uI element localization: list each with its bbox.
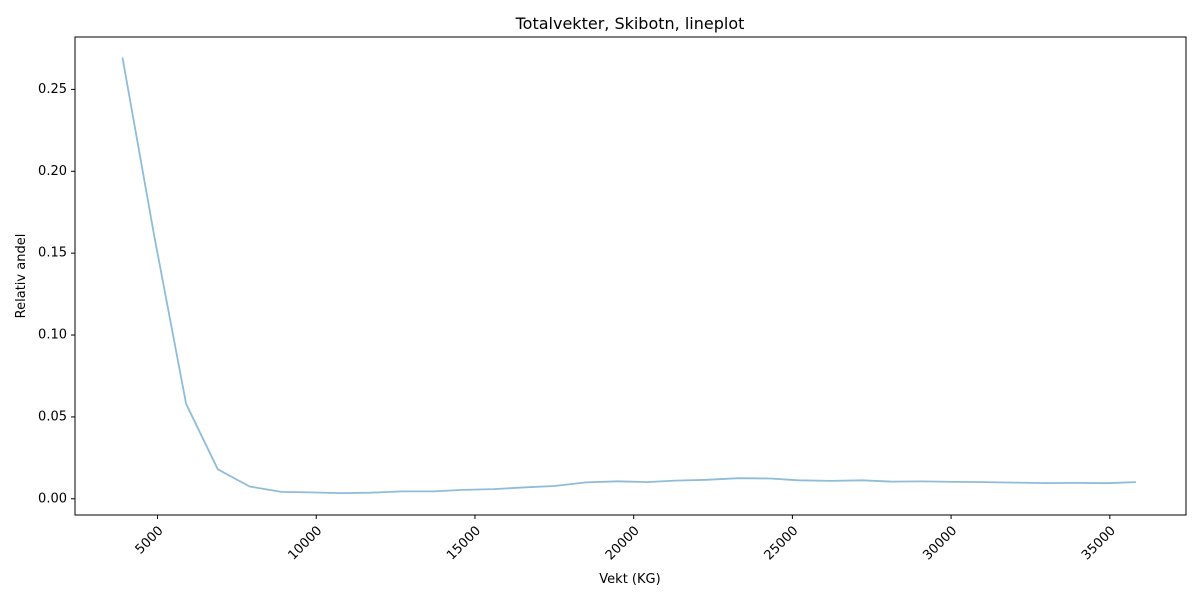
- y-axis: 0.00 0.05 0.10 0.15 0.20 0.25: [38, 82, 75, 506]
- y-axis-label: Relativ andel: [14, 234, 29, 319]
- plot-area: [121, 57, 1137, 495]
- y-tick-label: 0.10: [38, 328, 67, 343]
- chart-title: Totalvekter, Skibotn, lineplot: [515, 14, 745, 33]
- y-tick-label: 0.05: [38, 409, 67, 424]
- x-tick-label: 30000: [920, 523, 960, 563]
- series-line-0: [121, 57, 1137, 495]
- x-tick-label: 10000: [285, 523, 325, 563]
- plot-frame: [74, 36, 1187, 516]
- x-tick-label: 35000: [1079, 523, 1119, 563]
- y-tick-label: 0.00: [38, 491, 67, 506]
- x-tick-label: 25000: [762, 523, 802, 563]
- y-tick-label: 0.20: [38, 164, 67, 179]
- y-tick-label: 0.15: [38, 246, 67, 261]
- x-tick-label: 20000: [603, 523, 643, 563]
- y-tick-label: 0.25: [38, 82, 67, 97]
- x-axis: 5000 10000 15000 20000 25000 30000 35000: [133, 515, 1119, 563]
- x-tick-label: 15000: [444, 523, 484, 563]
- x-tick-label: 5000: [133, 523, 167, 557]
- x-axis-label: Vekt (KG): [599, 572, 660, 587]
